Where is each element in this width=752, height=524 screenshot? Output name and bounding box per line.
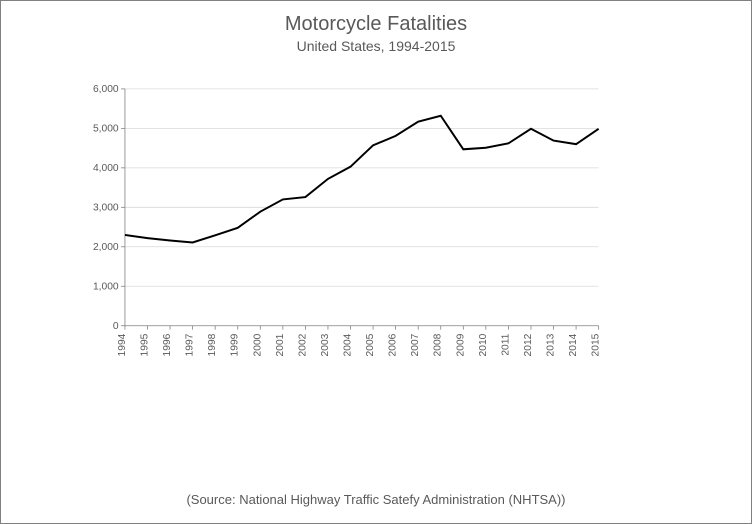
chart-title: Motorcycle Fatalities (1, 13, 751, 36)
x-tick-label: 2000 (252, 333, 263, 356)
x-tick-label: 2010 (478, 333, 489, 356)
x-tick-label: 2007 (410, 333, 421, 356)
x-tick-label: 2003 (320, 333, 331, 356)
x-tick-label: 1997 (185, 333, 196, 356)
x-tick-label: 2002 (297, 333, 308, 356)
x-tick-label: 1995 (140, 333, 151, 356)
source-text: (Source: National Highway Traffic Satefy… (1, 492, 751, 507)
x-tick-label: 2005 (365, 333, 376, 356)
x-tick-label: 2012 (523, 333, 534, 356)
y-tick-label: 2,000 (93, 242, 119, 253)
x-tick-label: 2009 (455, 333, 466, 356)
x-tick-label: 2015 (591, 333, 602, 356)
y-tick-label: 5,000 (93, 124, 119, 135)
x-tick-label: 2004 (343, 333, 354, 356)
chart-subtitle: United States, 1994-2015 (1, 38, 751, 54)
x-tick-label: 1994 (117, 333, 128, 356)
x-tick-label: 2014 (568, 333, 579, 356)
data-series-line (125, 116, 599, 243)
y-tick-label: 3,000 (93, 202, 119, 213)
y-tick-label: 1,000 (93, 281, 119, 292)
x-tick-label: 2008 (433, 333, 444, 356)
x-tick-label: 2013 (546, 333, 557, 356)
y-tick-label: 6,000 (93, 84, 119, 95)
x-tick-label: 2006 (388, 333, 399, 356)
y-tick-label: 4,000 (93, 163, 119, 174)
x-tick-label: 2011 (500, 333, 511, 355)
x-tick-label: 1996 (162, 333, 173, 356)
y-tick-label: 0 (113, 321, 119, 332)
x-tick-label: 2001 (275, 333, 286, 356)
x-tick-label: 1998 (207, 333, 218, 356)
plot-area: 0 1,000 2,000 3,000 4,000 5,000 6,000 1994 1995 1… (46, 81, 646, 381)
x-tick-label: 1999 (230, 333, 241, 356)
chart-container: Motorcycle Fatalities United States, 199… (0, 0, 752, 524)
